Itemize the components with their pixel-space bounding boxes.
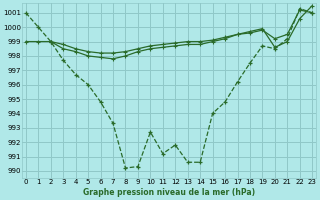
- X-axis label: Graphe pression niveau de la mer (hPa): Graphe pression niveau de la mer (hPa): [83, 188, 255, 197]
